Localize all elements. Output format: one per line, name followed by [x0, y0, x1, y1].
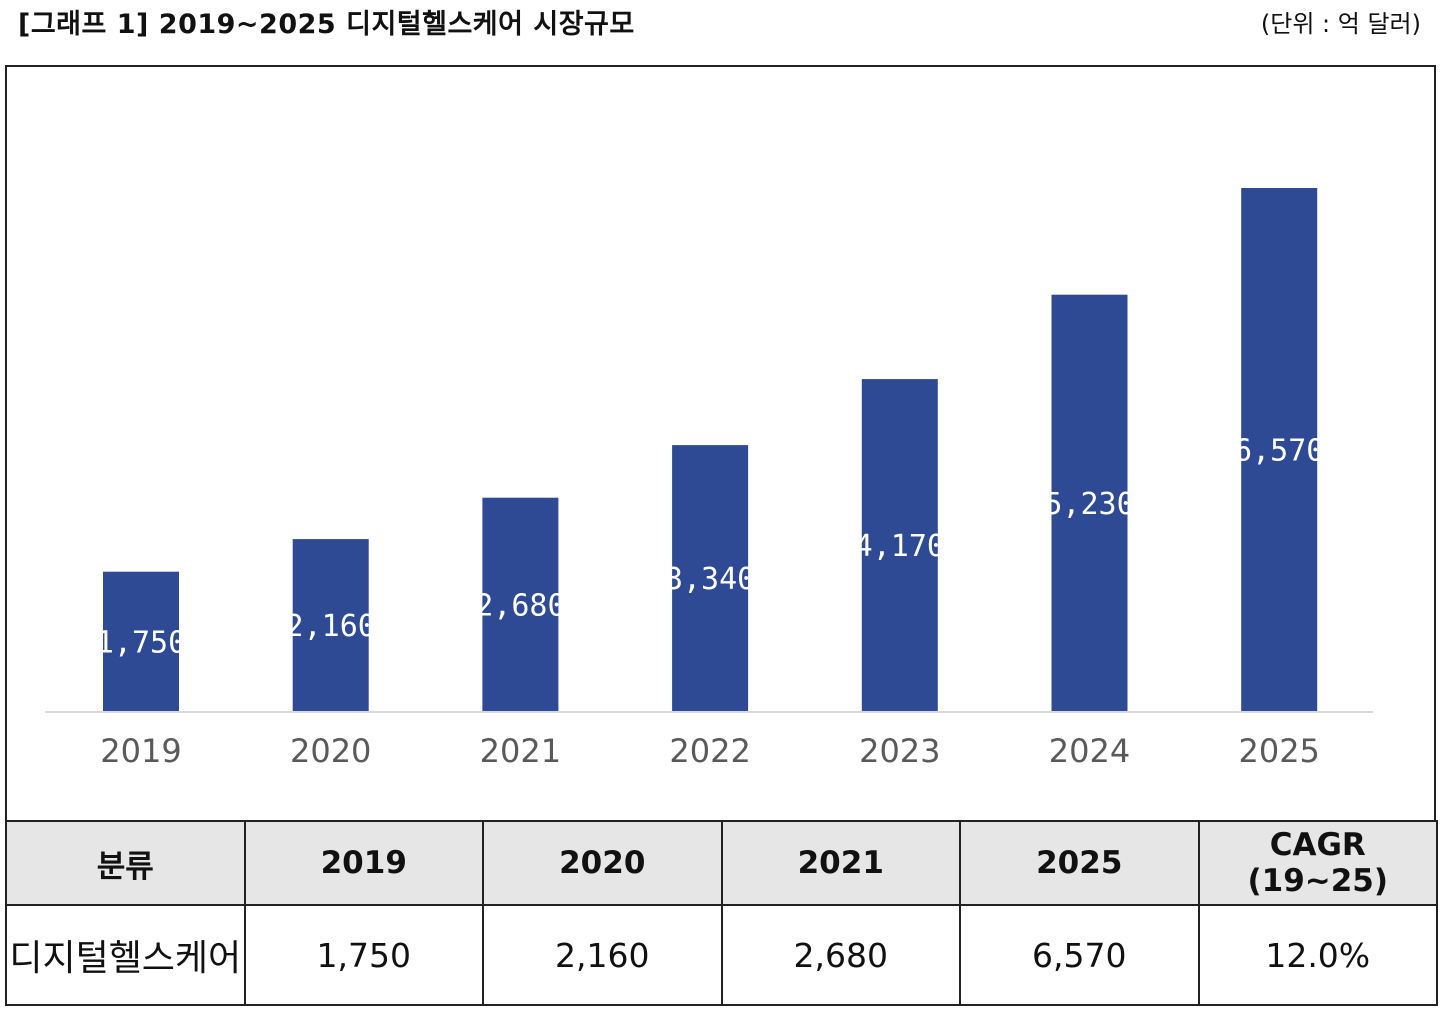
- bar-value-label: 1,750: [96, 625, 186, 660]
- bar-2022: [672, 445, 749, 711]
- bar-2023: [861, 379, 938, 711]
- bar-2019: [103, 571, 179, 711]
- table-row: 디지털헬스케어 1,750 2,160 2,680 6,570 12.0%: [5, 904, 1438, 1006]
- bar-value-label: 5,230: [1044, 487, 1134, 522]
- table-cell: 2,160: [482, 904, 723, 1006]
- table-cell: 6,570: [959, 904, 1200, 1006]
- x-tick-label: 2020: [290, 732, 371, 770]
- table-header-cell: 2021: [720, 820, 961, 906]
- bar-2021: [482, 497, 559, 711]
- chart-title: [그래프 1] 2019~2025 디지털헬스케어 시장규모: [18, 9, 635, 40]
- table-cell: 2,680: [720, 904, 961, 1006]
- x-tick-label: 2021: [480, 732, 561, 770]
- x-tick-label: 2025: [1238, 732, 1319, 770]
- table-header-cell: 2025: [959, 820, 1200, 906]
- table-header-row: 분류 2019 2020 2021 2025 CAGR (19~25): [5, 820, 1438, 906]
- table-cell: 1,750: [243, 904, 484, 1006]
- bar-value-label: 2,160: [286, 609, 376, 644]
- bar-chart: 1,750 2019 2,160 2020 2,680 2021 3,340 2022 4,17…: [45, 188, 1373, 770]
- table-header-cell: 분류: [5, 820, 246, 906]
- table-header-cell: CAGR (19~25): [1197, 820, 1438, 906]
- x-tick-label: 2024: [1049, 732, 1130, 770]
- table-header-cell: 2020: [482, 820, 723, 906]
- table-row-label: 디지털헬스케어: [5, 904, 246, 1006]
- bar-2020: [292, 539, 369, 711]
- x-tick-label: 2023: [859, 732, 940, 770]
- table-header-cell: 2019: [243, 820, 484, 906]
- bar-value-label: 2,680: [475, 588, 565, 623]
- bar-value-label: 6,570: [1234, 434, 1324, 469]
- unit-label: (단위 : 억 달러): [1260, 10, 1421, 38]
- bar-value-label: 3,340: [665, 562, 755, 597]
- bar-2024: [1051, 294, 1128, 711]
- x-tick-label: 2019: [100, 732, 181, 770]
- summary-table: 분류 2019 2020 2021 2025 CAGR (19~25) 디지털헬…: [5, 820, 1438, 1006]
- bar-2025: [1241, 188, 1318, 711]
- bar-value-label: 4,170: [855, 529, 945, 564]
- table-cell: 12.0%: [1197, 904, 1438, 1006]
- x-tick-label: 2022: [669, 732, 750, 770]
